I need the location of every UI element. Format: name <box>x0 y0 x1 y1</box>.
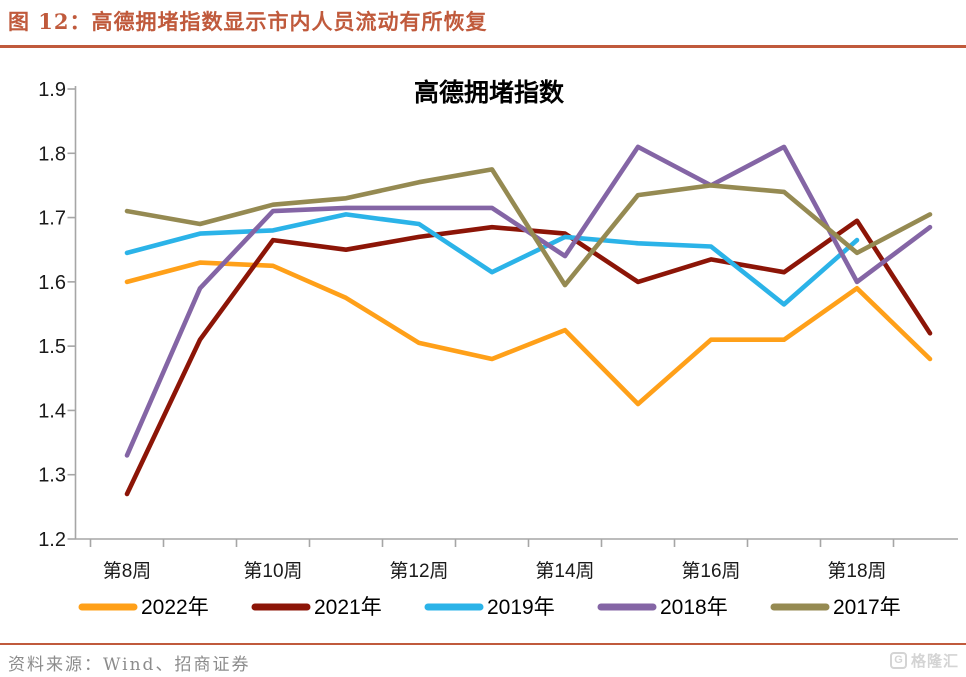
x-axis-tick-label: 第8周 <box>103 560 152 582</box>
title-divider <box>0 45 966 48</box>
legend-label-2018年: 2018年 <box>660 596 728 619</box>
y-axis-tick-label: 1.2 <box>38 529 66 551</box>
legend-label-2019年: 2019年 <box>487 596 555 619</box>
gelonghui-g-icon: G <box>889 652 907 669</box>
y-axis-tick-label: 1.8 <box>38 143 66 165</box>
x-axis-tick-label: 第18周 <box>827 560 886 582</box>
series-line-2017年 <box>124 167 933 288</box>
legend-label-2017年: 2017年 <box>833 596 901 619</box>
y-axis-tick-label: 1.7 <box>38 208 66 230</box>
x-axis-tick-label: 第16周 <box>681 560 740 582</box>
x-axis-tick-label: 第14周 <box>535 560 594 582</box>
series-line-2018年 <box>124 144 933 458</box>
series-line-2022年 <box>124 260 933 407</box>
footer-divider <box>0 643 966 645</box>
y-axis-tick-label: 1.4 <box>38 400 66 422</box>
x-axis-tick-label: 第10周 <box>243 560 302 582</box>
y-axis-tick-label: 1.5 <box>38 336 66 358</box>
figure-title: 图 12：高德拥堵指数显示市内人员流动有所恢复 <box>8 9 488 34</box>
x-axis-tick-label: 第12周 <box>389 560 448 582</box>
chart-title: 高德拥堵指数 <box>414 78 565 107</box>
legend-label-2022年: 2022年 <box>141 596 209 619</box>
y-axis-tick-label: 1.6 <box>38 272 66 294</box>
gelonghui-logo-text: 格隆汇 <box>910 653 959 670</box>
series-line-2019年 <box>124 212 860 307</box>
y-axis-tick-label: 1.9 <box>38 79 66 101</box>
gelonghui-logo: G 格隆汇 <box>889 650 959 671</box>
legend-label-2021年: 2021年 <box>314 596 382 619</box>
series-line-2021年 <box>124 218 933 497</box>
source-note: 资料来源：Wind、招商证券 <box>8 655 251 675</box>
y-axis-tick-label: 1.3 <box>38 465 66 487</box>
